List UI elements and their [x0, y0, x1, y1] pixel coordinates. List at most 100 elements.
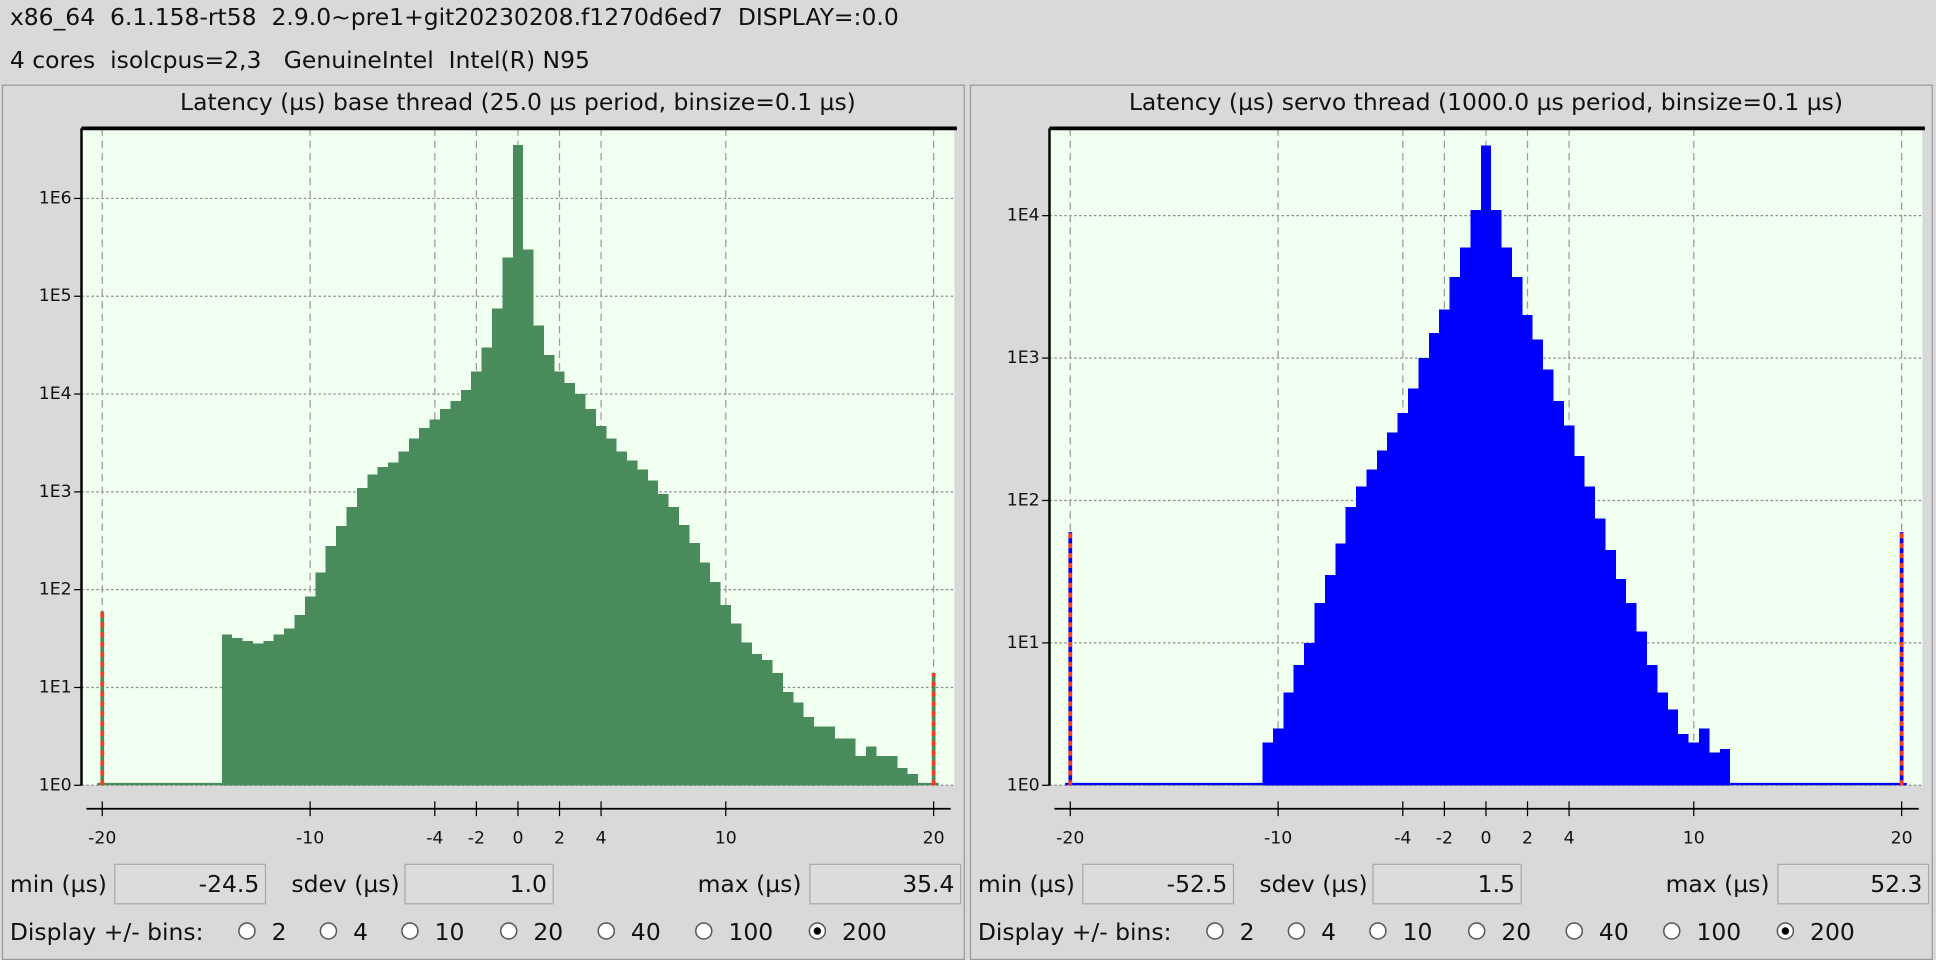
stat-field — [404, 863, 554, 905]
chart-title: Latency (µs) servo thread (1000.0 µs per… — [1129, 88, 1843, 116]
radio-button[interactable] — [319, 922, 338, 940]
histogram-bar — [897, 768, 908, 786]
histogram-bar — [263, 640, 274, 786]
histogram-bar — [1667, 709, 1679, 786]
histogram-bar — [762, 660, 773, 786]
histogram-bar — [523, 249, 534, 786]
histogram-bar — [367, 474, 378, 786]
radio-button[interactable] — [499, 922, 518, 940]
histogram-bar — [1293, 664, 1305, 786]
radio-button[interactable] — [1369, 922, 1387, 940]
stat-label: sdev (µs) — [1259, 870, 1367, 898]
histogram-bar — [460, 390, 472, 786]
histogram-bar — [824, 726, 835, 786]
histogram-bar — [1366, 469, 1377, 786]
y-tick-label: 1E2 — [1007, 490, 1040, 510]
y-tick-label: 1E3 — [1007, 348, 1040, 368]
radio-label[interactable]: 40 — [1599, 918, 1629, 946]
radio-label[interactable]: 40 — [631, 918, 661, 946]
histogram-bar — [782, 691, 794, 786]
system-info: x86_64 6.1.158-rt58 2.9.0~pre1+git202302… — [10, 3, 899, 31]
histogram-bar — [730, 623, 742, 786]
histogram-bar — [1439, 309, 1450, 786]
histogram-bar — [1719, 748, 1731, 786]
radio-button[interactable] — [238, 922, 256, 940]
histogram-bar — [741, 642, 752, 786]
histogram-bar — [668, 507, 680, 786]
radio-button[interactable] — [1467, 922, 1486, 940]
histogram-bar — [886, 755, 898, 786]
histogram-bar — [481, 347, 492, 786]
x-tick-label: 10 — [1683, 828, 1705, 848]
radio-button[interactable] — [597, 922, 616, 940]
radio-label[interactable]: 10 — [1403, 918, 1433, 946]
histogram-bar — [564, 382, 576, 786]
histogram-bar — [845, 738, 856, 786]
histogram-bar — [304, 596, 316, 786]
radio-label[interactable]: 2 — [272, 918, 287, 946]
histogram-bar — [1698, 728, 1710, 786]
stat-value: 52.3 — [1870, 870, 1922, 898]
histogram-bar — [606, 438, 617, 786]
histogram-bar — [679, 524, 690, 786]
radio-button[interactable] — [1206, 922, 1224, 940]
histogram-bar — [1636, 631, 1648, 786]
radio-label[interactable]: 20 — [1501, 918, 1531, 946]
radio-label[interactable]: 100 — [728, 918, 773, 946]
histogram-bar — [585, 409, 596, 786]
radio-button[interactable] — [1565, 922, 1584, 940]
stat-label: min (µs) — [978, 870, 1075, 898]
radio-button[interactable] — [695, 922, 713, 940]
histogram-bar — [1574, 456, 1585, 786]
radio-button[interactable] — [1287, 922, 1306, 940]
histogram-bar — [1387, 432, 1398, 786]
histogram-bar — [398, 451, 409, 786]
histogram-bar — [876, 755, 887, 786]
y-tick-label: 1E1 — [1007, 633, 1040, 653]
radio-button[interactable] — [1663, 922, 1681, 940]
x-tick-label: 20 — [923, 828, 945, 848]
x-tick-label: 0 — [512, 828, 523, 848]
histogram-bar — [647, 480, 659, 786]
stat-label: min (µs) — [10, 870, 107, 898]
histogram-bar — [408, 438, 420, 786]
histogram-bar — [1522, 315, 1533, 786]
radio-label[interactable]: 4 — [1321, 918, 1336, 946]
histogram-bar — [346, 507, 357, 786]
radio-label[interactable]: 2 — [1240, 918, 1255, 946]
histogram-bar — [1657, 692, 1668, 786]
panel-frame — [1, 84, 965, 960]
radio-label[interactable]: 4 — [353, 918, 368, 946]
histogram-bar — [1491, 209, 1502, 786]
chart-title: Latency (µs) base thread (25.0 µs period… — [180, 88, 856, 116]
histogram-bar — [866, 746, 877, 786]
y-tick-label: 1E6 — [39, 188, 72, 208]
bins-label: Display +/- bins: — [10, 918, 204, 946]
radio-label[interactable]: 10 — [435, 918, 465, 946]
radio-label[interactable]: 20 — [533, 918, 563, 946]
radio-button[interactable] — [401, 922, 419, 940]
histogram-bar — [834, 738, 846, 786]
histogram-bar — [710, 581, 721, 786]
histogram-bar — [1304, 642, 1315, 786]
histogram-bar — [855, 755, 867, 786]
histogram-bar — [502, 257, 513, 786]
radio-label[interactable]: 100 — [1696, 918, 1741, 946]
histogram-bar — [1418, 358, 1429, 786]
histogram-bar — [554, 371, 565, 786]
x-tick-label: 20 — [1891, 828, 1913, 848]
cpu-info: 4 cores isolcpus=2,3 GenuineIntel Intel(… — [10, 46, 590, 74]
histogram-bar — [1532, 339, 1544, 786]
y-tick-label: 1E0 — [39, 775, 72, 795]
histogram-bar — [1626, 603, 1637, 786]
histogram-bar — [1345, 506, 1357, 786]
histogram-bar — [637, 469, 648, 786]
histogram-bar — [575, 394, 586, 786]
radio-label[interactable]: 200 — [842, 918, 887, 946]
stat-field — [114, 863, 267, 905]
histogram-bar — [1314, 603, 1325, 786]
radio-label[interactable]: 200 — [1810, 918, 1855, 946]
panel-frame — [969, 84, 1933, 960]
histogram-bar — [533, 325, 544, 786]
